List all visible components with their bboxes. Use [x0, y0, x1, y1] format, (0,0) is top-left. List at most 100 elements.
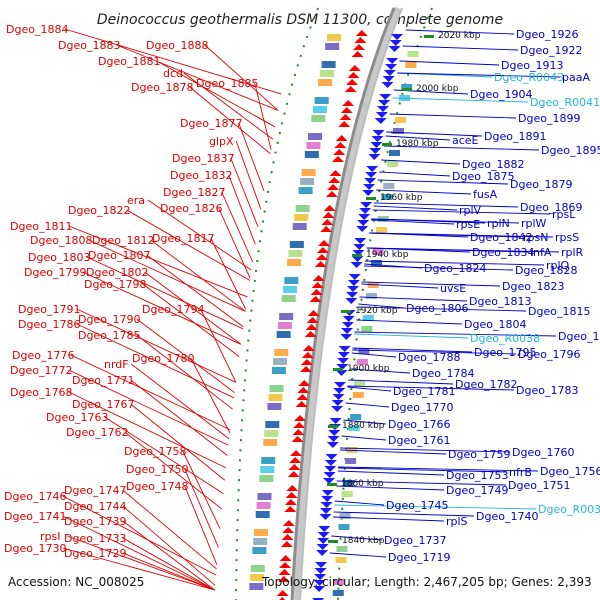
forward-gene-label[interactable]: Dgeo_1790	[78, 313, 140, 326]
forward-gene-label[interactable]: Dgeo_1878	[131, 81, 193, 94]
forward-gene-label[interactable]: era	[127, 194, 145, 207]
forward-gene-label[interactable]: Dgeo_1798	[84, 278, 146, 291]
reverse-gene-label[interactable]: Dgeo_1751	[508, 479, 570, 492]
forward-gene-label[interactable]: Dgeo_1877	[180, 117, 242, 130]
forward-gene-label[interactable]: nrdF	[104, 358, 129, 371]
reverse-gene-label[interactable]: Dgeo_1766	[388, 418, 450, 431]
reverse-gene-label[interactable]: Dgeo_1813	[469, 295, 531, 308]
forward-gene-label[interactable]: Dgeo_1730	[4, 542, 66, 555]
reverse-gene-label[interactable]: Dgeo_1761	[388, 434, 450, 447]
reverse-gene-label[interactable]: rplN	[487, 217, 510, 230]
forward-gene-label[interactable]: Dgeo_1802	[86, 266, 148, 279]
reverse-gene-label[interactable]: Dgeo_1882	[462, 158, 524, 171]
reverse-gene-label[interactable]: rplQ	[546, 259, 570, 272]
reverse-gene-label[interactable]: infA	[530, 246, 552, 259]
rna-gene-label[interactable]: Dgeo_R0041	[530, 96, 600, 109]
reverse-gene-label[interactable]: Dgeo_1806	[406, 302, 468, 315]
reverse-gene-label[interactable]: Dgeo_1745	[386, 499, 448, 512]
reverse-gene-label[interactable]: rpsS	[555, 231, 579, 244]
forward-gene-label[interactable]: Dgeo_1746	[4, 490, 66, 503]
forward-gene-label[interactable]: dcd	[163, 67, 183, 80]
rna-gene-label[interactable]: Dgeo_R0038	[470, 332, 540, 345]
forward-gene-label[interactable]: Dgeo_1822	[68, 204, 130, 217]
reverse-gene-label[interactable]: Dgeo_1842	[470, 231, 532, 244]
reverse-gene-label[interactable]: Dgeo_1782	[455, 378, 517, 391]
forward-gene-label[interactable]: Dgeo_1768	[10, 386, 72, 399]
reverse-gene-label[interactable]: rpsL	[552, 208, 576, 221]
forward-gene-label[interactable]: Dgeo_1741	[4, 510, 66, 523]
forward-gene-label[interactable]: Dgeo_1762	[66, 426, 128, 439]
forward-gene-label[interactable]: Dgeo_1811	[10, 220, 72, 233]
reverse-gene-label[interactable]: rplW	[521, 217, 547, 230]
reverse-gene-label[interactable]: Dgeo_1926	[516, 28, 578, 41]
forward-gene-label[interactable]: Dgeo_1747	[64, 484, 126, 497]
reverse-gene-label[interactable]: Dgeo_1815	[528, 305, 590, 318]
reverse-gene-label[interactable]: Dgeo_1891	[484, 130, 546, 143]
forward-gene-label[interactable]: Dgeo_1807	[88, 249, 150, 262]
reverse-gene-label[interactable]: Dgeo_1749	[446, 484, 508, 497]
forward-gene-label[interactable]: Dgeo_1785	[78, 329, 140, 342]
forward-gene-label[interactable]: Dgeo_1729	[64, 547, 126, 560]
reverse-gene-label[interactable]: Dgeo_1719	[388, 551, 450, 564]
forward-gene-label[interactable]: Dgeo_1803	[28, 251, 90, 264]
forward-gene-label[interactable]: Dgeo_1812	[92, 234, 154, 247]
reverse-gene-label[interactable]: Dgeo_1834	[472, 246, 534, 259]
reverse-gene-label[interactable]: Dgeo_1753	[446, 469, 508, 482]
reverse-gene-label[interactable]: Dgeo_1740	[476, 510, 538, 523]
reverse-gene-label[interactable]: Dgeo_1788	[398, 351, 460, 364]
forward-gene-label[interactable]: Dgeo_1808	[30, 234, 92, 247]
forward-gene-label[interactable]: Dgeo_1771	[72, 374, 134, 387]
reverse-gene-label[interactable]: rpsE	[456, 218, 480, 231]
forward-gene-label[interactable]: glpX	[209, 135, 234, 148]
forward-gene-label[interactable]: Dgeo_1786	[18, 318, 80, 331]
reverse-gene-label[interactable]: rpsN	[523, 231, 548, 244]
reverse-gene-label[interactable]: Dgeo_1781	[393, 385, 455, 398]
reverse-gene-label[interactable]: Dgeo_1756	[540, 465, 600, 478]
rna-gene-label[interactable]: Dgeo_R0043	[494, 71, 564, 84]
reverse-gene-label[interactable]: Dgeo_1828	[515, 264, 577, 277]
rna-gene-label[interactable]: Dgeo_R0036	[538, 503, 600, 516]
forward-gene-label[interactable]: Dgeo_1780	[132, 352, 194, 365]
reverse-gene-label[interactable]: Dgeo_1922	[520, 44, 582, 57]
forward-gene-label[interactable]: Dgeo_1832	[170, 169, 232, 182]
forward-gene-label[interactable]: Dgeo_1767	[72, 398, 134, 411]
reverse-gene-label[interactable]: Dgeo_1759	[448, 448, 510, 461]
reverse-gene-label[interactable]: Dgeo_1737	[384, 534, 446, 547]
reverse-gene-label[interactable]: Dgeo_1875	[452, 170, 514, 183]
forward-gene-label[interactable]: Dgeo_1827	[163, 186, 225, 199]
reverse-gene-label[interactable]: paaA	[562, 71, 590, 84]
reverse-gene-label[interactable]: Dgeo_1904	[470, 88, 532, 101]
reverse-gene-label[interactable]: rplR	[561, 246, 584, 259]
reverse-gene-label[interactable]: Dgeo_1899	[518, 112, 580, 125]
forward-gene-label[interactable]: rpsI	[40, 530, 60, 543]
forward-gene-label[interactable]: Dgeo_1883	[58, 39, 120, 52]
forward-gene-label[interactable]: Dgeo_1888	[146, 39, 208, 52]
forward-gene-label[interactable]: Dgeo_1799	[24, 266, 86, 279]
forward-gene-label[interactable]: Dgeo_1748	[126, 480, 188, 493]
forward-gene-label[interactable]: Dgeo_1744	[64, 500, 126, 513]
reverse-gene-label[interactable]: uvsE	[440, 282, 466, 295]
forward-gene-label[interactable]: Dgeo_1881	[98, 55, 160, 68]
reverse-gene-label[interactable]: nfrB	[509, 466, 532, 479]
reverse-gene-label[interactable]: Dgeo_1869	[520, 201, 582, 214]
reverse-gene-label[interactable]: Dgeo_1895	[541, 144, 600, 157]
reverse-gene-label[interactable]: Dgeo_1913	[501, 59, 563, 72]
reverse-gene-label[interactable]: Dgeo_1795	[474, 346, 536, 359]
reverse-gene-label[interactable]: Dgeo_1760	[512, 446, 574, 459]
forward-gene-label[interactable]: Dgeo_1758	[124, 445, 186, 458]
reverse-gene-label[interactable]: Dgeo_1804	[464, 318, 526, 331]
reverse-gene-label[interactable]: Dgeo_1824	[424, 262, 486, 275]
forward-gene-label[interactable]: Dgeo_1776	[12, 349, 74, 362]
forward-gene-label[interactable]: Dgeo_1885	[196, 77, 258, 90]
reverse-gene-label[interactable]: Dgeo_1770	[391, 401, 453, 414]
forward-gene-label[interactable]: Dgeo_1826	[160, 202, 222, 215]
forward-gene-label[interactable]: Dgeo_1763	[46, 411, 108, 424]
reverse-gene-label[interactable]: Dgeo_1783	[516, 384, 578, 397]
reverse-gene-label[interactable]: Dgeo_1796	[518, 348, 580, 361]
reverse-gene-label[interactable]: Dgeo_1784	[412, 367, 474, 380]
reverse-gene-label[interactable]: rplV	[459, 204, 482, 217]
forward-gene-label[interactable]: Dgeo_1733	[64, 532, 126, 545]
reverse-gene-label[interactable]: rplS	[446, 515, 468, 528]
forward-gene-label[interactable]: Dgeo_1750	[126, 463, 188, 476]
reverse-gene-label[interactable]: aceE	[452, 134, 479, 147]
